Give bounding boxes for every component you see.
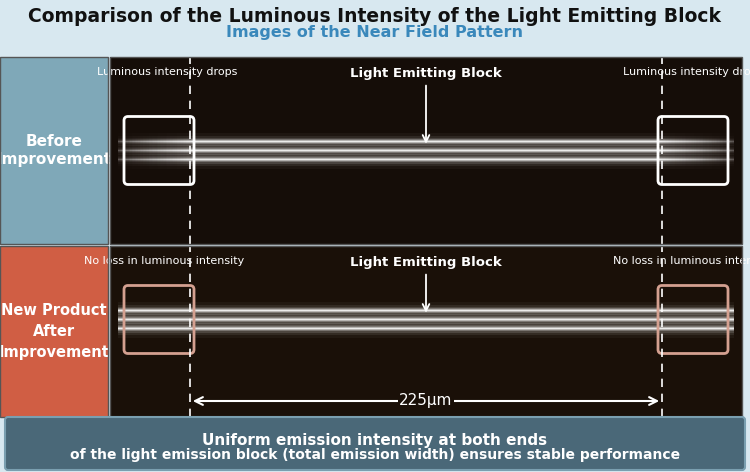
Text: No loss in luminous intensity: No loss in luminous intensity [84,256,245,266]
Text: Luminous intensity drops: Luminous intensity drops [622,67,750,77]
FancyBboxPatch shape [5,417,745,470]
Text: Comparison of the Luminous Intensity of the Light Emitting Block: Comparison of the Luminous Intensity of … [28,7,722,25]
Text: Light Emitting Block: Light Emitting Block [350,256,502,311]
Bar [110,57,742,244]
Bar [0,57,108,244]
Text: Before
Improvement: Before Improvement [0,135,112,167]
Bar [110,57,742,244]
Text: of the light emission block (total emission width) ensures stable performance: of the light emission block (total emiss… [70,448,680,463]
Bar [110,246,742,417]
Text: New Product
After
Improvement: New Product After Improvement [0,303,110,360]
Text: Images of the Near Field Pattern: Images of the Near Field Pattern [226,25,524,41]
Text: Luminous intensity drops: Luminous intensity drops [97,67,237,77]
Bar [0,246,108,417]
Bar [110,246,742,417]
Bar [0,57,108,244]
Text: Light Emitting Block: Light Emitting Block [350,67,502,142]
Text: 225μm: 225μm [399,394,453,408]
Text: Uniform emission intensity at both ends: Uniform emission intensity at both ends [202,433,548,448]
Text: No loss in luminous intensity: No loss in luminous intensity [613,256,750,266]
Bar [0,246,108,417]
